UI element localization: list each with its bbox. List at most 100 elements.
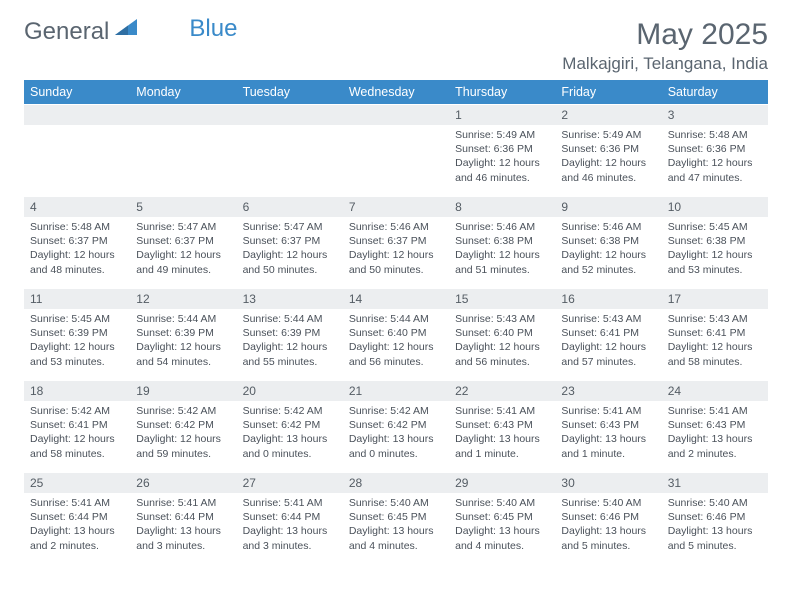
day-details: Sunrise: 5:41 AMSunset: 6:43 PMDaylight:… — [449, 401, 555, 465]
day-details: Sunrise: 5:40 AMSunset: 6:45 PMDaylight:… — [343, 493, 449, 557]
day-details: Sunrise: 5:46 AMSunset: 6:37 PMDaylight:… — [343, 217, 449, 281]
daylight-line: Daylight: 13 hours and 1 minute. — [455, 432, 549, 460]
daylight-line: Daylight: 12 hours and 56 minutes. — [349, 340, 443, 368]
day-details: Sunrise: 5:48 AMSunset: 6:37 PMDaylight:… — [24, 217, 130, 281]
day-details: Sunrise: 5:41 AMSunset: 6:44 PMDaylight:… — [237, 493, 343, 557]
calendar-page: General Blue May 2025 Malkajgiri, Telang… — [0, 0, 792, 574]
day-number: 30 — [555, 472, 661, 493]
day-details: Sunrise: 5:45 AMSunset: 6:39 PMDaylight:… — [24, 309, 130, 373]
calendar-day-cell: 13Sunrise: 5:44 AMSunset: 6:39 PMDayligh… — [237, 288, 343, 380]
day-details: Sunrise: 5:47 AMSunset: 6:37 PMDaylight:… — [130, 217, 236, 281]
day-of-week-header: Thursday — [449, 80, 555, 104]
sunrise-line: Sunrise: 5:43 AM — [455, 312, 549, 326]
daylight-line: Daylight: 13 hours and 0 minutes. — [243, 432, 337, 460]
day-number: 3 — [662, 104, 768, 125]
location-text: Malkajgiri, Telangana, India — [562, 54, 768, 74]
calendar-day-cell: 3Sunrise: 5:48 AMSunset: 6:36 PMDaylight… — [662, 104, 768, 196]
calendar-table: SundayMondayTuesdayWednesdayThursdayFrid… — [24, 80, 768, 564]
logo: General Blue — [24, 18, 237, 46]
daylight-line: Daylight: 12 hours and 48 minutes. — [30, 248, 124, 276]
day-details: Sunrise: 5:42 AMSunset: 6:42 PMDaylight:… — [130, 401, 236, 465]
logo-triangle-icon — [115, 14, 137, 42]
daylight-line: Daylight: 12 hours and 51 minutes. — [455, 248, 549, 276]
day-details: Sunrise: 5:47 AMSunset: 6:37 PMDaylight:… — [237, 217, 343, 281]
day-details: Sunrise: 5:41 AMSunset: 6:43 PMDaylight:… — [555, 401, 661, 465]
calendar-day-cell: 16Sunrise: 5:43 AMSunset: 6:41 PMDayligh… — [555, 288, 661, 380]
day-of-week-header: Wednesday — [343, 80, 449, 104]
calendar-day-cell: 4Sunrise: 5:48 AMSunset: 6:37 PMDaylight… — [24, 196, 130, 288]
sunrise-line: Sunrise: 5:46 AM — [455, 220, 549, 234]
calendar-day-cell: 25Sunrise: 5:41 AMSunset: 6:44 PMDayligh… — [24, 472, 130, 564]
day-number: 4 — [24, 196, 130, 217]
day-of-week-header: Friday — [555, 80, 661, 104]
calendar-day-cell: 2Sunrise: 5:49 AMSunset: 6:36 PMDaylight… — [555, 104, 661, 196]
calendar-day-cell: 31Sunrise: 5:40 AMSunset: 6:46 PMDayligh… — [662, 472, 768, 564]
day-number-empty — [24, 104, 130, 125]
sunset-line: Sunset: 6:44 PM — [243, 510, 337, 524]
sunrise-line: Sunrise: 5:45 AM — [668, 220, 762, 234]
daylight-line: Daylight: 12 hours and 46 minutes. — [455, 156, 549, 184]
day-details: Sunrise: 5:40 AMSunset: 6:46 PMDaylight:… — [662, 493, 768, 557]
day-number: 29 — [449, 472, 555, 493]
sunrise-line: Sunrise: 5:44 AM — [136, 312, 230, 326]
daylight-line: Daylight: 13 hours and 0 minutes. — [349, 432, 443, 460]
sunrise-line: Sunrise: 5:45 AM — [30, 312, 124, 326]
sunset-line: Sunset: 6:45 PM — [349, 510, 443, 524]
sunrise-line: Sunrise: 5:40 AM — [349, 496, 443, 510]
day-number: 25 — [24, 472, 130, 493]
day-of-week-header: Sunday — [24, 80, 130, 104]
sunrise-line: Sunrise: 5:46 AM — [561, 220, 655, 234]
sunset-line: Sunset: 6:38 PM — [455, 234, 549, 248]
daylight-line: Daylight: 13 hours and 5 minutes. — [561, 524, 655, 552]
sunset-line: Sunset: 6:37 PM — [349, 234, 443, 248]
logo-text-2: Blue — [189, 15, 237, 43]
day-number: 20 — [237, 380, 343, 401]
sunrise-line: Sunrise: 5:43 AM — [561, 312, 655, 326]
calendar-day-cell: 20Sunrise: 5:42 AMSunset: 6:42 PMDayligh… — [237, 380, 343, 472]
sunrise-line: Sunrise: 5:40 AM — [561, 496, 655, 510]
sunrise-line: Sunrise: 5:41 AM — [243, 496, 337, 510]
daylight-line: Daylight: 13 hours and 3 minutes. — [243, 524, 337, 552]
calendar-day-cell: 10Sunrise: 5:45 AMSunset: 6:38 PMDayligh… — [662, 196, 768, 288]
day-details: Sunrise: 5:42 AMSunset: 6:42 PMDaylight:… — [343, 401, 449, 465]
sunrise-line: Sunrise: 5:41 AM — [561, 404, 655, 418]
sunset-line: Sunset: 6:45 PM — [455, 510, 549, 524]
calendar-day-cell: 23Sunrise: 5:41 AMSunset: 6:43 PMDayligh… — [555, 380, 661, 472]
sunrise-line: Sunrise: 5:48 AM — [30, 220, 124, 234]
sunset-line: Sunset: 6:43 PM — [668, 418, 762, 432]
calendar-day-cell: 15Sunrise: 5:43 AMSunset: 6:40 PMDayligh… — [449, 288, 555, 380]
day-details: Sunrise: 5:43 AMSunset: 6:41 PMDaylight:… — [662, 309, 768, 373]
daylight-line: Daylight: 12 hours and 53 minutes. — [668, 248, 762, 276]
sunset-line: Sunset: 6:38 PM — [561, 234, 655, 248]
sunset-line: Sunset: 6:43 PM — [561, 418, 655, 432]
sunrise-line: Sunrise: 5:46 AM — [349, 220, 443, 234]
sunset-line: Sunset: 6:39 PM — [243, 326, 337, 340]
calendar-week-row: 1Sunrise: 5:49 AMSunset: 6:36 PMDaylight… — [24, 104, 768, 196]
day-details: Sunrise: 5:42 AMSunset: 6:42 PMDaylight:… — [237, 401, 343, 465]
calendar-day-cell — [130, 104, 236, 196]
sunrise-line: Sunrise: 5:42 AM — [243, 404, 337, 418]
day-details: Sunrise: 5:44 AMSunset: 6:39 PMDaylight:… — [237, 309, 343, 373]
day-number: 2 — [555, 104, 661, 125]
header: General Blue May 2025 Malkajgiri, Telang… — [24, 18, 768, 74]
day-number: 7 — [343, 196, 449, 217]
calendar-day-cell — [343, 104, 449, 196]
day-number: 15 — [449, 288, 555, 309]
calendar-day-cell: 21Sunrise: 5:42 AMSunset: 6:42 PMDayligh… — [343, 380, 449, 472]
calendar-day-cell: 6Sunrise: 5:47 AMSunset: 6:37 PMDaylight… — [237, 196, 343, 288]
day-number: 31 — [662, 472, 768, 493]
calendar-week-row: 4Sunrise: 5:48 AMSunset: 6:37 PMDaylight… — [24, 196, 768, 288]
sunrise-line: Sunrise: 5:48 AM — [668, 128, 762, 142]
page-title: May 2025 — [562, 18, 768, 52]
day-of-week-row: SundayMondayTuesdayWednesdayThursdayFrid… — [24, 80, 768, 104]
calendar-week-row: 25Sunrise: 5:41 AMSunset: 6:44 PMDayligh… — [24, 472, 768, 564]
daylight-line: Daylight: 12 hours and 54 minutes. — [136, 340, 230, 368]
sunset-line: Sunset: 6:37 PM — [243, 234, 337, 248]
sunrise-line: Sunrise: 5:40 AM — [668, 496, 762, 510]
sunset-line: Sunset: 6:46 PM — [668, 510, 762, 524]
day-number: 11 — [24, 288, 130, 309]
daylight-line: Daylight: 13 hours and 5 minutes. — [668, 524, 762, 552]
sunset-line: Sunset: 6:36 PM — [561, 142, 655, 156]
day-number: 9 — [555, 196, 661, 217]
day-details: Sunrise: 5:46 AMSunset: 6:38 PMDaylight:… — [555, 217, 661, 281]
